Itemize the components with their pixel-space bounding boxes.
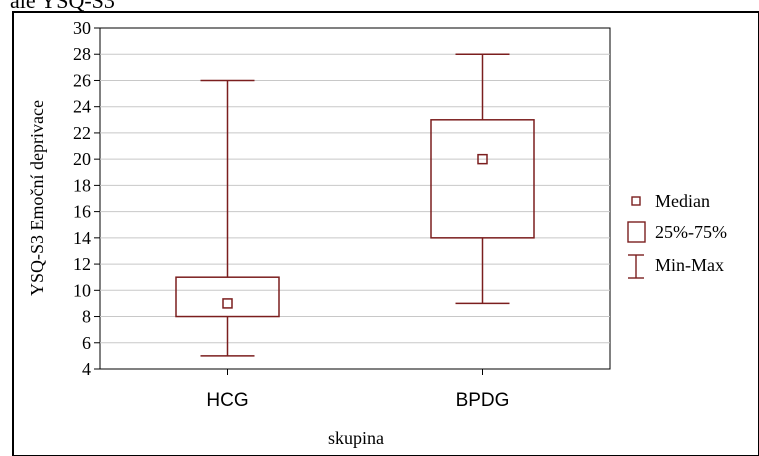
y-tick-label: 18 [73,175,91,195]
legend-label-whisker: Min-Max [655,255,724,275]
y-tick-label: 8 [82,307,91,327]
boxplot-hcg [175,79,280,357]
legend-median-marker [631,196,641,206]
plot-area [99,27,611,370]
boxplots [175,53,535,357]
y-axis-ticks: 4 6 8 10 12 14 16 18 20 22 24 26 28 30 [73,18,100,379]
y-tick-label: 30 [73,18,91,38]
y-tick-label: 28 [73,44,91,64]
gridlines [100,53,610,344]
x-axis-title: skupina [328,428,384,448]
iqr-box [175,276,280,318]
x-tick-label: HCG [206,390,248,411]
y-tick-label: 10 [73,280,91,300]
legend: Median 25%-75% Min-Max [627,191,727,279]
x-tick-label: BPDG [456,390,510,411]
y-tick-label: 14 [73,228,91,248]
median-marker [222,298,233,309]
y-tick-label: 20 [73,149,91,169]
y-axis-title: YSQ-S3 Emoční deprivace [27,100,47,296]
boxplot-bpdg [430,53,535,305]
y-tick-label: 12 [73,254,91,274]
iqr-box [430,119,535,239]
legend-whisker-marker [628,254,644,279]
y-tick-label: 22 [73,123,91,143]
median-marker [477,153,488,165]
y-tick-label: 16 [73,202,91,222]
y-tick-label: 6 [82,333,91,353]
cropped-title-fragment: ale YSQ-S3 [10,0,115,13]
y-tick-label: 4 [82,359,91,379]
legend-label-box: 25%-75% [655,222,727,242]
y-tick-label: 24 [73,97,91,117]
y-tick-label: 26 [73,70,91,90]
legend-label-median: Median [655,191,710,211]
legend-box-marker [627,221,646,243]
x-axis-ticks: HCG BPDG [206,369,509,411]
